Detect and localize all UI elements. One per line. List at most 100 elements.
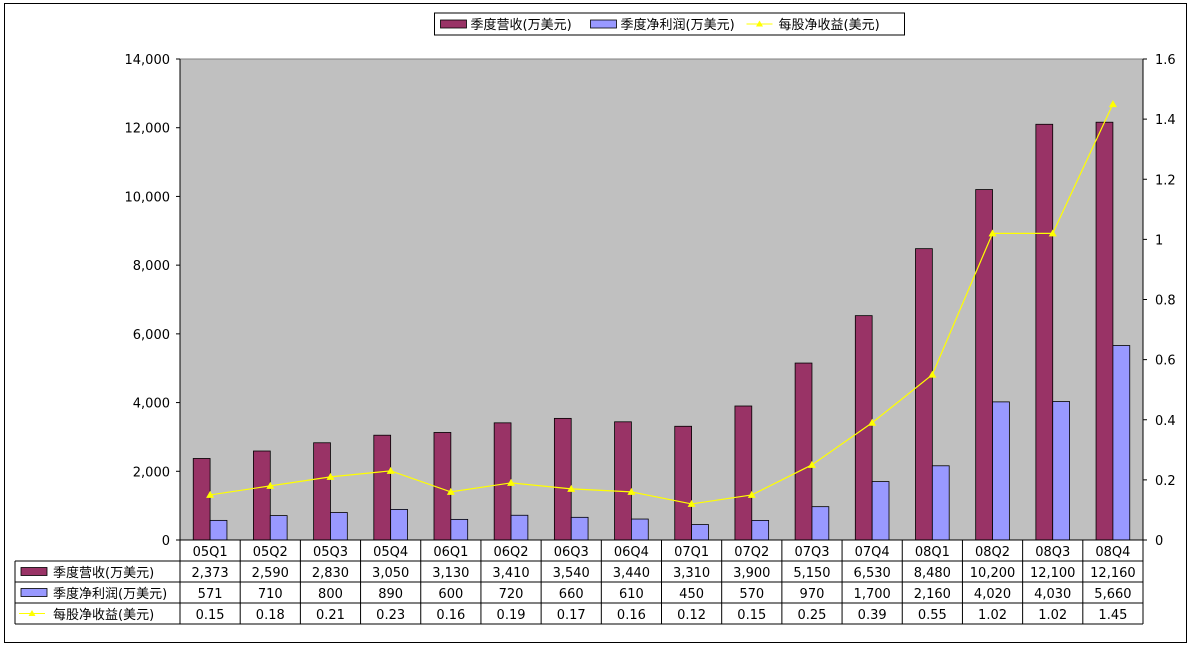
line-marker-2-12 [928, 370, 937, 378]
data-label: 3,440 [613, 566, 650, 581]
right-tick-label: 1.4 [1155, 113, 1176, 128]
data-label: 450 [679, 587, 704, 602]
data-label: 12,100 [1030, 566, 1076, 581]
data-label: 1.02 [1038, 608, 1067, 623]
bar-1-10 [811, 506, 830, 541]
data-label: 0.23 [376, 608, 405, 623]
data-label: 970 [800, 587, 825, 602]
data-label: 0.15 [737, 608, 766, 623]
line-marker-2-10 [807, 460, 816, 468]
data-label: 6,530 [854, 566, 891, 581]
category-label: 07Q3 [794, 545, 829, 560]
legend-swatch-1 [590, 19, 617, 29]
category-label: 05Q1 [193, 545, 228, 560]
data-label: 1.45 [1098, 608, 1127, 623]
data-label: 600 [438, 587, 463, 602]
category-label: 07Q2 [734, 545, 769, 560]
data-label: 4,030 [1034, 587, 1071, 602]
left-tick-label: 6,000 [133, 328, 170, 343]
left-tick-label: 4,000 [133, 397, 170, 412]
line-marker-2-2 [326, 472, 335, 480]
bar-0-4 [433, 432, 452, 541]
data-label: 5,150 [793, 566, 830, 581]
right-tick-label: 0.8 [1155, 294, 1176, 309]
data-label: 2,830 [312, 566, 349, 581]
table-series-name: 季度净利润(万美元) [53, 586, 167, 602]
data-label: 3,410 [492, 566, 529, 581]
left-tick-label: 0 [162, 534, 170, 549]
data-label: 8,480 [914, 566, 951, 581]
line-marker-2-7 [627, 487, 636, 495]
line-marker-2-4 [446, 487, 455, 495]
data-label: 2,590 [252, 566, 289, 581]
data-label: 660 [559, 587, 584, 602]
table-series-name: 季度营收(万美元) [53, 565, 154, 581]
data-label: 720 [499, 587, 524, 602]
data-label: 2,160 [914, 587, 951, 602]
chart-frame: 0 2,000 4,000 6,000 8,000 10,000 12,000 14,000 0… [4, 3, 1187, 643]
category-label: 06Q1 [433, 545, 468, 560]
category-label: 08Q4 [1095, 545, 1130, 560]
data-label: 4,020 [974, 587, 1011, 602]
line-marker-2-0 [206, 490, 215, 498]
left-tick-label: 8,000 [133, 259, 170, 274]
table-key-marker-key-2 [28, 610, 36, 616]
bar-0-3 [373, 434, 392, 541]
data-label: 0.18 [256, 608, 285, 623]
bar-1-6 [570, 516, 589, 541]
category-label: 05Q3 [313, 545, 348, 560]
bar-1-13 [992, 401, 1010, 541]
right-tick-label: 1.6 [1155, 53, 1176, 68]
data-label: 0.21 [316, 608, 345, 623]
data-label: 571 [198, 587, 223, 602]
bar-0-1 [253, 450, 271, 541]
bar-0-5 [493, 422, 512, 541]
data-label: 0.19 [497, 608, 526, 623]
right-tick-label: 0.4 [1155, 414, 1176, 429]
data-label: 570 [739, 587, 764, 602]
chart-svg: 0 2,000 4,000 6,000 8,000 10,000 12,000 14,000 0… [14, 12, 1176, 625]
data-label: 0.16 [436, 608, 465, 623]
data-label: 3,050 [372, 566, 409, 581]
bar-0-6 [553, 417, 572, 541]
bar-0-13 [975, 189, 993, 541]
data-label: 3,130 [432, 566, 469, 581]
legend-label: 每股净收益(美元) [779, 17, 880, 33]
bar-1-11 [871, 481, 890, 541]
legend-marker-key-2 [756, 20, 763, 27]
category-label: 06Q4 [614, 545, 649, 560]
right-tick-label: 0.2 [1155, 474, 1176, 489]
left-tick-label: 14,000 [125, 53, 171, 68]
line-marker-2-5 [507, 478, 516, 486]
bar-1-7 [631, 518, 649, 541]
category-label: 07Q1 [674, 545, 709, 560]
bar-1-0 [209, 519, 228, 541]
legend-box [434, 12, 905, 36]
bar-0-7 [614, 421, 632, 541]
table-key-swatch-1 [20, 588, 48, 597]
data-label: 1.02 [978, 608, 1007, 623]
legend-label: 季度营收(万美元) [471, 17, 572, 33]
bar-1-8 [691, 524, 709, 541]
line-marker-2-9 [747, 490, 756, 498]
bar-0-14 [1035, 123, 1054, 541]
bar-1-3 [390, 509, 408, 541]
right-tick-label: 1.2 [1155, 173, 1176, 188]
left-tick-label: 2,000 [133, 465, 170, 480]
data-label: 0.15 [196, 608, 225, 623]
bar-0-15 [1095, 121, 1114, 541]
data-label: 5,660 [1094, 587, 1131, 602]
data-label: 0.17 [557, 608, 586, 623]
category-label: 08Q3 [1035, 545, 1070, 560]
line-marker-2-1 [266, 481, 275, 489]
bar-1-4 [450, 518, 469, 541]
data-label: 10,200 [970, 566, 1016, 581]
category-label: 05Q2 [253, 545, 288, 560]
data-label: 890 [378, 587, 403, 602]
category-label: 05Q4 [373, 545, 408, 560]
right-tick-label: 0 [1155, 534, 1163, 549]
data-label: 0.12 [677, 608, 706, 623]
bar-0-12 [915, 248, 933, 541]
line-marker-2-15 [1108, 100, 1117, 108]
bar-1-2 [330, 512, 348, 541]
